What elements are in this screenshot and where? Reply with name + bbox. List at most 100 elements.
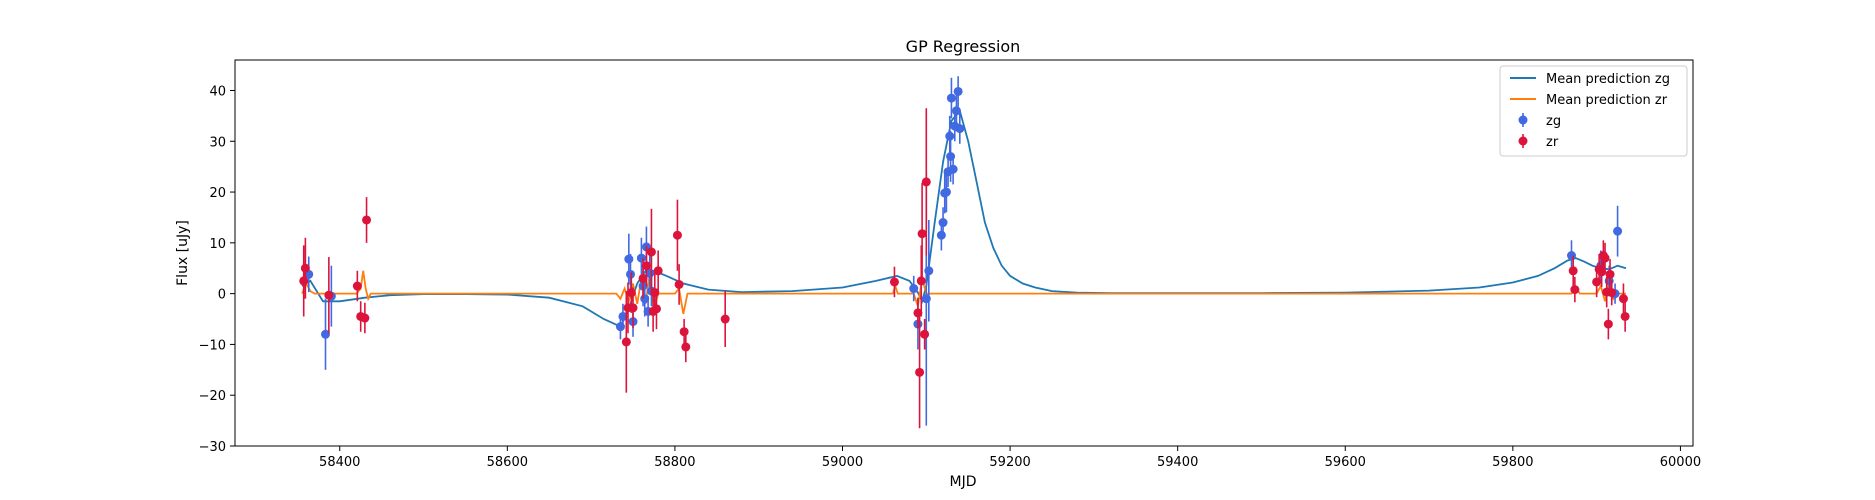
data-point-zr-22 bbox=[720, 291, 730, 347]
marker bbox=[941, 187, 951, 197]
data-point-zg-24 bbox=[945, 115, 955, 157]
y-tick-label: −10 bbox=[199, 338, 226, 353]
data-point-zr-24 bbox=[913, 297, 923, 329]
legend-label: Mean prediction zg bbox=[1546, 72, 1670, 87]
y-tick-label: 10 bbox=[209, 237, 226, 252]
marker bbox=[626, 288, 636, 298]
data-point-zr-39 bbox=[1605, 259, 1615, 290]
marker bbox=[1605, 269, 1615, 279]
data-point-zr-23 bbox=[889, 266, 899, 298]
data-point-zr-2 bbox=[324, 257, 334, 334]
marker bbox=[618, 311, 628, 321]
y-tick-label: 20 bbox=[209, 186, 226, 201]
data-point-zr-29 bbox=[921, 108, 931, 256]
marker bbox=[300, 263, 310, 273]
y-tick-label: 30 bbox=[209, 135, 226, 150]
series-line-mean-prediction-zg bbox=[301, 108, 1627, 328]
marker bbox=[915, 367, 925, 377]
data-point-zr-25 bbox=[915, 316, 925, 429]
data-point-zg-22 bbox=[941, 171, 951, 213]
data-point-zr-16 bbox=[651, 288, 661, 330]
data-point-zr-41 bbox=[1618, 283, 1628, 314]
marker bbox=[945, 131, 955, 141]
x-tick-label: 58400 bbox=[319, 455, 360, 470]
marker bbox=[624, 254, 634, 264]
data-point-zr-27 bbox=[917, 182, 927, 285]
marker bbox=[909, 284, 919, 294]
marker bbox=[1613, 226, 1623, 236]
marker bbox=[641, 261, 651, 271]
y-axis-label: Flux [uJy] bbox=[175, 220, 191, 286]
x-tick-label: 59400 bbox=[1157, 455, 1198, 470]
x-axis-label: MJD bbox=[950, 474, 977, 490]
y-axis: −30 −20 −10 0 10 20 30 40 bbox=[199, 84, 235, 455]
data-point-zg-36 bbox=[1613, 205, 1623, 257]
legend-item-2: zg bbox=[1518, 113, 1561, 129]
marker bbox=[924, 266, 934, 276]
marker bbox=[1618, 294, 1628, 304]
data-point-zr-13 bbox=[646, 208, 656, 296]
x-tick-label: 59800 bbox=[1492, 455, 1533, 470]
marker bbox=[948, 164, 958, 174]
marker bbox=[674, 279, 684, 289]
marker bbox=[913, 308, 923, 318]
marker bbox=[955, 124, 965, 134]
data-point-zg-20 bbox=[938, 207, 948, 238]
marker bbox=[951, 106, 961, 116]
plot-frame bbox=[234, 59, 1694, 447]
marker bbox=[362, 215, 372, 225]
marker bbox=[938, 218, 948, 228]
marker bbox=[636, 253, 646, 263]
data-point-zr-36 bbox=[1600, 242, 1610, 274]
data-point-zg-26 bbox=[946, 77, 956, 119]
marker bbox=[672, 230, 682, 240]
data-point-zr-17 bbox=[653, 250, 663, 292]
legend-item-1: Mean prediction zr bbox=[1510, 93, 1668, 108]
data-point-zr-19 bbox=[674, 264, 684, 305]
data-point-zr-26 bbox=[916, 245, 926, 317]
data-point-zr-12 bbox=[641, 245, 651, 287]
marker bbox=[1567, 251, 1576, 261]
data-point-zg-31 bbox=[955, 113, 965, 144]
data-point-zg-30 bbox=[953, 76, 963, 107]
legend-label: zg bbox=[1546, 114, 1561, 129]
marker bbox=[360, 313, 370, 323]
marker bbox=[917, 229, 927, 239]
marker bbox=[920, 329, 930, 339]
data-point-zr-5 bbox=[360, 302, 370, 334]
marker bbox=[953, 86, 963, 96]
data-point-zr-3 bbox=[352, 270, 362, 302]
data-point-zr-0 bbox=[299, 245, 309, 317]
data-point-zr-31 bbox=[1570, 276, 1580, 303]
data-point-zg-6 bbox=[626, 254, 636, 295]
legend-box bbox=[1499, 65, 1688, 157]
data-point-zg-4 bbox=[618, 303, 628, 330]
marker bbox=[921, 177, 931, 187]
series-line-mean-prediction-zr bbox=[301, 270, 1626, 315]
marker bbox=[653, 266, 663, 276]
data-point-zr-18 bbox=[672, 199, 682, 271]
y-tick-label: 40 bbox=[209, 84, 226, 99]
legend-item-0: Mean prediction zg bbox=[1510, 72, 1670, 87]
marker bbox=[679, 327, 689, 337]
legend-swatch bbox=[1518, 115, 1528, 125]
data-point-zg-29 bbox=[951, 90, 961, 132]
marker bbox=[352, 281, 362, 291]
data-point-zg-18 bbox=[924, 219, 934, 322]
x-tick-label: 58800 bbox=[654, 455, 695, 470]
y-tick-label: −20 bbox=[199, 389, 226, 404]
y-tick-label: 0 bbox=[218, 288, 226, 303]
x-axis: 58400 58600 58800 59000 59200 59400 59600 59800… bbox=[319, 446, 1701, 470]
data-point-zr-40 bbox=[1607, 279, 1617, 306]
data-point-zr-42 bbox=[1620, 301, 1630, 332]
x-tick-label: 58600 bbox=[487, 455, 528, 470]
marker bbox=[621, 337, 631, 347]
marker bbox=[1568, 266, 1578, 276]
marker bbox=[916, 276, 926, 286]
data-point-zr-20 bbox=[679, 319, 689, 345]
marker bbox=[936, 230, 946, 240]
marker bbox=[638, 273, 648, 283]
marker bbox=[320, 329, 330, 339]
data-point-zr-1 bbox=[300, 237, 310, 299]
marker bbox=[299, 276, 309, 286]
